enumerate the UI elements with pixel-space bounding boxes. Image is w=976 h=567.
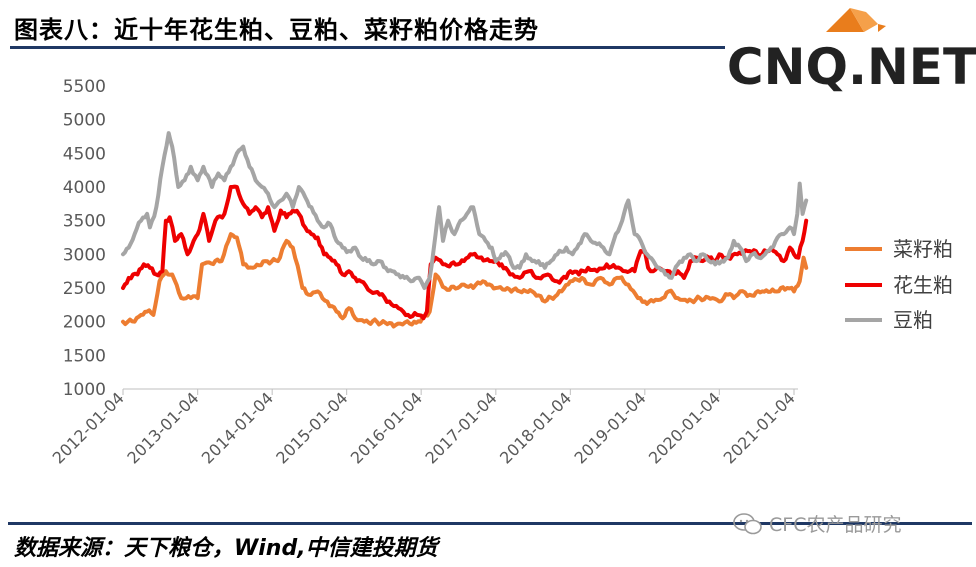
- x-tick-label: 2015-01-04: [272, 388, 351, 467]
- watermark: CFC农产品研究: [733, 510, 901, 537]
- y-tick-label: 4500: [63, 144, 106, 164]
- y-tick-label: 3000: [63, 245, 106, 265]
- watermark-text: CFC农产品研究: [769, 514, 902, 536]
- y-tick-label: 3500: [63, 212, 106, 232]
- logo-text: CNQ.NET: [728, 38, 976, 96]
- x-tick-label: 2017-01-04: [421, 388, 500, 467]
- plot-area: [121, 131, 809, 329]
- legend-label: 豆粕: [893, 308, 933, 332]
- source-note: 数据来源：天下粮仓，Wind,中信建投期货: [14, 536, 438, 561]
- y-tick-label: 5000: [63, 111, 106, 131]
- y-tick-label: 2000: [63, 313, 106, 333]
- x-axis: 2012-01-042013-01-042014-01-042015-01-04…: [49, 388, 799, 467]
- x-tick-label: 2020-01-04: [645, 388, 724, 467]
- page-title: 图表八：近十年花生粕、豆粕、菜籽粕价格走势: [14, 16, 539, 44]
- series-line: [121, 131, 809, 290]
- wechat-icon: [733, 512, 762, 534]
- series-line: [121, 232, 809, 329]
- y-tick-label: 4000: [63, 178, 106, 198]
- y-tick-label: 2500: [63, 279, 106, 299]
- x-tick-label: 2012-01-04: [49, 388, 128, 467]
- y-tick-label: 1000: [63, 380, 106, 400]
- x-tick-label: 2014-01-04: [198, 388, 277, 467]
- y-tick-label: 5500: [63, 77, 106, 97]
- y-tick-label: 1500: [63, 346, 106, 366]
- x-tick-label: 2018-01-04: [496, 388, 575, 467]
- x-tick-label: 2021-01-04: [720, 388, 799, 467]
- x-tick-label: 2016-01-04: [347, 388, 426, 467]
- x-tick-label: 2013-01-04: [123, 388, 202, 467]
- y-axis: 5500 5000 4500 4000 3500 3000 2500 2000 1500 1000: [63, 77, 106, 400]
- legend-label: 菜籽粕: [893, 237, 953, 261]
- x-tick-label: 2019-01-04: [570, 388, 649, 467]
- cnq-logo: CNQ.NET: [728, 8, 976, 96]
- title-divider: [10, 46, 725, 49]
- legend-label: 花生粕: [893, 273, 953, 297]
- footer-divider: [8, 522, 972, 525]
